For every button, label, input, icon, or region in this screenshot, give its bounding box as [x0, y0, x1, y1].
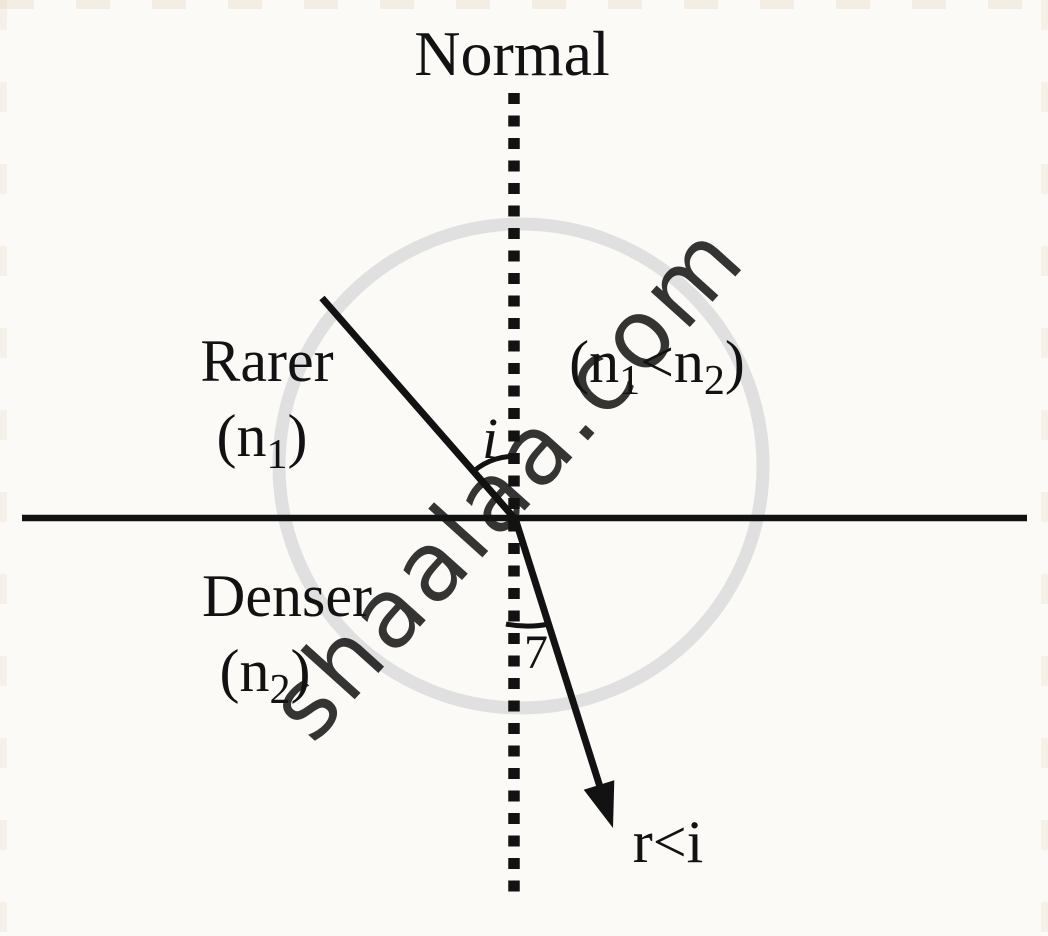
conclusion-label: r<i: [633, 809, 704, 875]
watermark-circle: [272, 217, 770, 715]
angle-of-refraction-label: 7: [524, 626, 548, 679]
rarer-index-label: (n1): [217, 403, 308, 478]
incidence-angle-arc: [472, 453, 520, 473]
refracted-ray-arrowhead-icon: [583, 780, 615, 828]
index-condition-label: (n1<n2): [569, 329, 745, 404]
normal-label: Normal: [414, 18, 610, 89]
refracted-ray: [511, 516, 605, 792]
refraction-angle-arc: [505, 621, 550, 629]
incident-ray: [319, 295, 519, 523]
watermark-text: shaalaa.com: [247, 201, 767, 761]
denser-index-label: (n2): [220, 638, 311, 713]
rarer-medium-label: Rarer: [200, 328, 333, 394]
denser-medium-label: Denser: [202, 563, 372, 629]
angle-of-incidence-label: i: [482, 406, 498, 471]
